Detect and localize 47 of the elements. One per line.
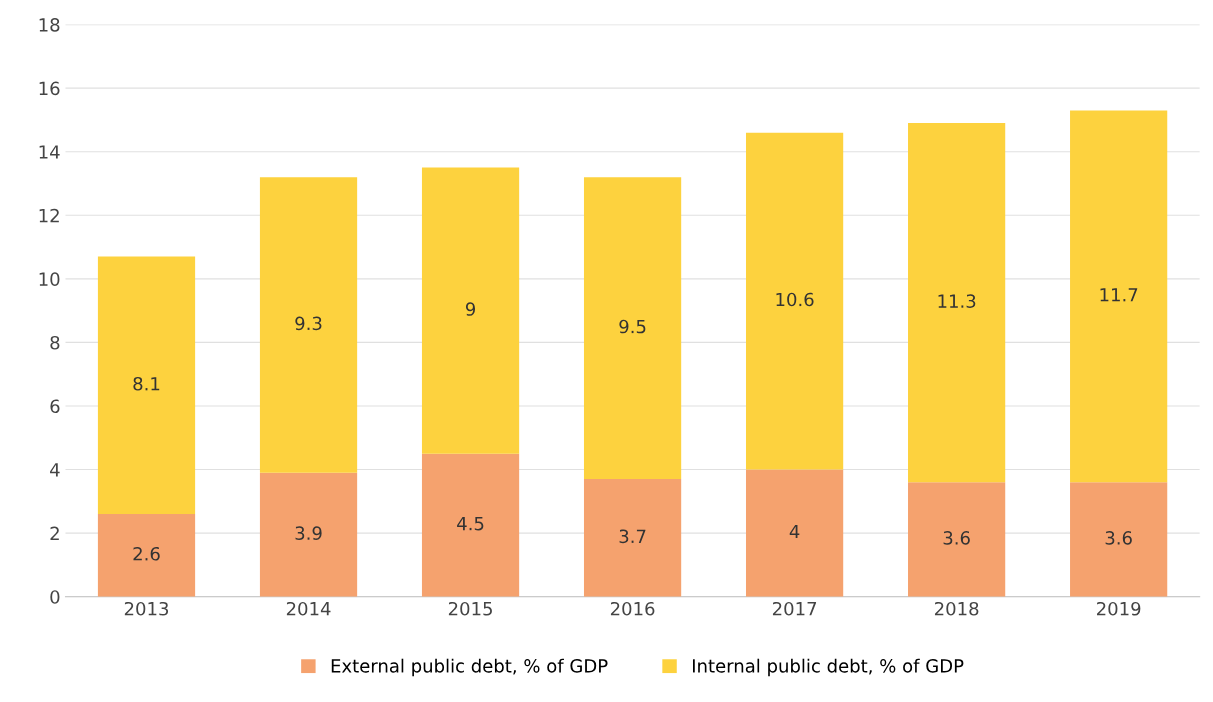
bar: [97, 256, 196, 515]
bar: [421, 167, 520, 454]
y-tick-label: 0: [50, 590, 60, 604]
y-tick-label: 4: [50, 463, 60, 477]
bar: [1070, 110, 1168, 483]
x-tick-label: 2019: [1096, 601, 1141, 616]
x-tick-label: 2018: [934, 601, 979, 616]
bar: [421, 453, 520, 597]
y-tick-label: 16: [39, 81, 60, 96]
y-tick-label: 18: [39, 18, 60, 32]
x-tick-label: 2016: [610, 601, 655, 616]
data-label: 10.6: [776, 292, 814, 307]
data-label: 9.5: [619, 319, 646, 334]
data-label: 8.1: [133, 376, 160, 391]
data-label: 2.6: [133, 546, 160, 561]
bar: [583, 177, 682, 480]
x-tick-label: 2015: [448, 601, 492, 616]
data-label: 9: [465, 302, 476, 316]
data-label: 4: [789, 524, 800, 539]
data-label: 3.6: [943, 531, 970, 545]
data-label: 3.9: [295, 526, 322, 540]
y-tick-label: 10: [39, 272, 60, 286]
data-label: 4.5: [457, 517, 484, 531]
data-label: 3.6: [1105, 531, 1132, 545]
data-label: 9.3: [295, 316, 322, 331]
y-tick-label: 6: [50, 399, 60, 414]
bar: [908, 482, 1006, 597]
x-tick-label: 2014: [286, 601, 331, 616]
bar: [746, 469, 844, 597]
bar: [1070, 482, 1168, 597]
legend-label: External public debt, % of GDP: [331, 658, 608, 677]
data-label: 3.7: [619, 529, 646, 544]
data-label: 11.3: [938, 294, 976, 308]
bar: [746, 132, 844, 470]
x-tick-label: 2013: [124, 601, 169, 616]
legend-label: Internal public debt, % of GDP: [692, 658, 964, 677]
x-tick-label: 2017: [772, 601, 817, 616]
bar: [97, 514, 196, 597]
bar: [583, 479, 682, 597]
bar: [908, 123, 1006, 483]
data-label: 11.7: [1100, 288, 1138, 302]
y-tick-label: 2: [50, 526, 59, 540]
y-tick-label: 14: [39, 145, 60, 159]
y-tick-label: 8: [50, 335, 60, 350]
bar: [259, 177, 358, 473]
y-tick-label: 12: [39, 208, 59, 223]
bar: [259, 472, 358, 597]
